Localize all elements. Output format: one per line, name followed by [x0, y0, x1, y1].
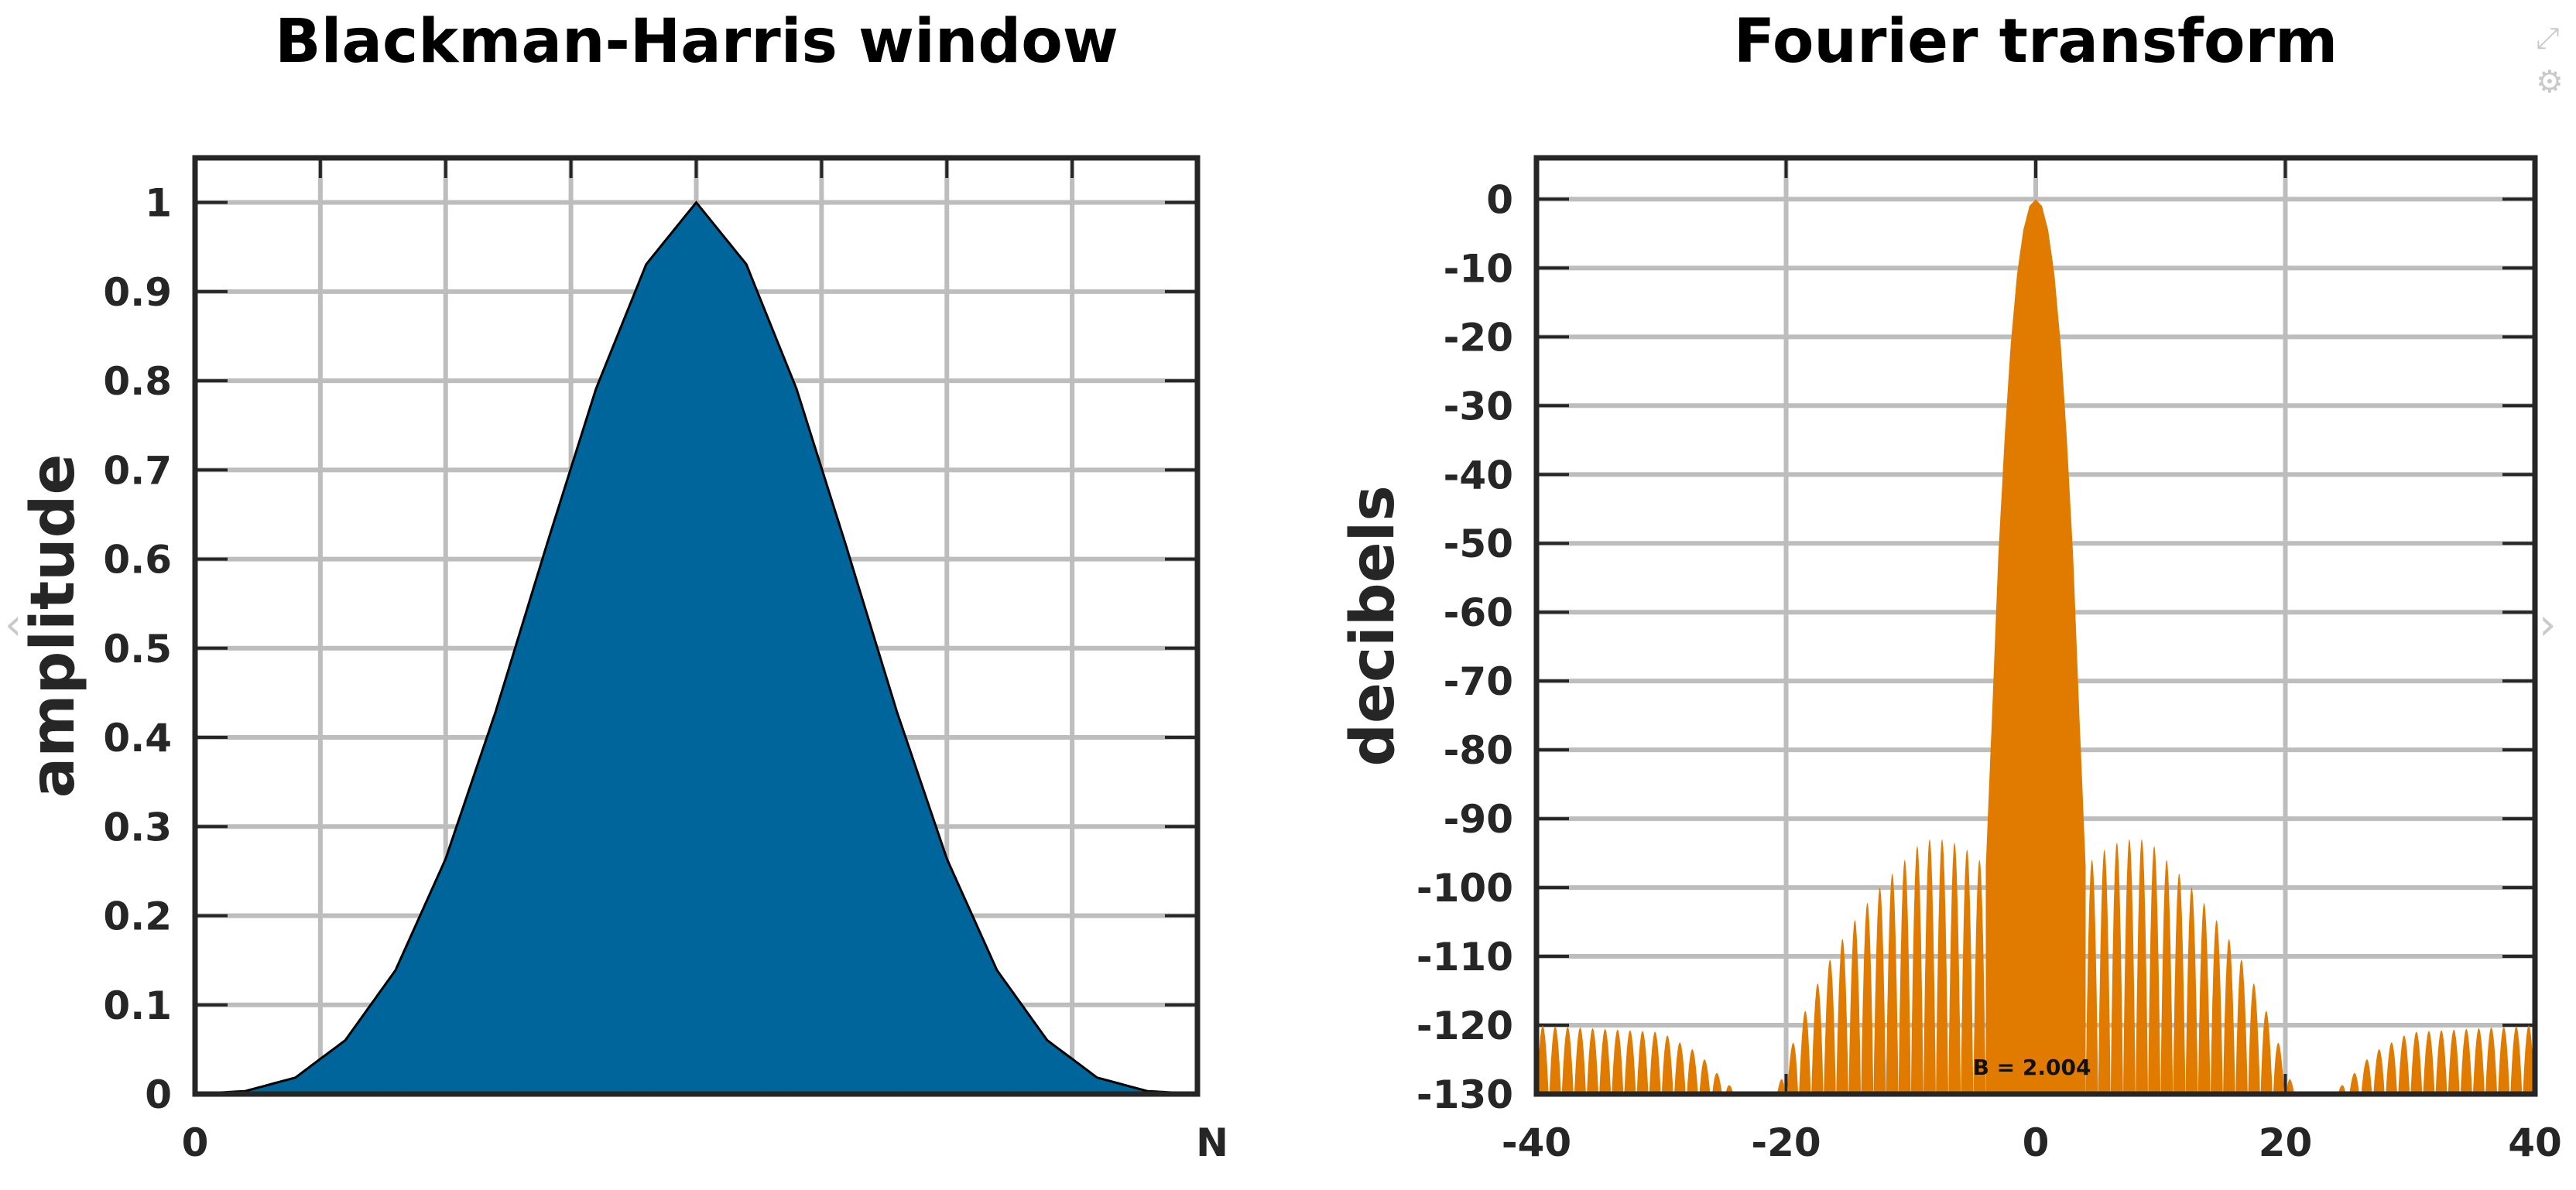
right-ytick-label: -30 — [1444, 384, 1513, 429]
left-window-area — [195, 202, 1197, 1095]
right-bandwidth-annotation: B = 2.004 — [1973, 1055, 2091, 1080]
left-ytick-label: 0.7 — [103, 448, 172, 493]
left-xtick-label: N — [1196, 1120, 1228, 1165]
right-xtick-label: -40 — [1502, 1120, 1571, 1165]
right-ytick-label: -80 — [1444, 728, 1513, 773]
left-ytick-label: 0.3 — [103, 805, 172, 850]
right-ytick-label: -90 — [1444, 797, 1513, 842]
right-ytick-label: 0 — [1486, 177, 1513, 222]
left-ytick-label: 0.5 — [103, 627, 172, 672]
next-arrow-icon[interactable]: › — [2539, 600, 2557, 650]
settings-icon[interactable]: ⚙ — [2536, 64, 2564, 100]
left-plot-frame — [192, 155, 1201, 1097]
right-ytick-label: -120 — [1416, 1004, 1513, 1048]
right-xtick-label: 0 — [2023, 1120, 2050, 1165]
left-window-line — [194, 200, 1198, 1096]
left-xtick-label: 0 — [182, 1120, 209, 1165]
right-plot-frame — [1533, 155, 2538, 1097]
left-ytick-label: 0.4 — [103, 716, 172, 761]
right-chart-title: Fourier transform — [1734, 7, 2338, 77]
right-sidelobes-right — [2085, 839, 2535, 1094]
right-ytick-label: -100 — [1416, 866, 1513, 911]
right-xtick-label: 20 — [2259, 1120, 2313, 1165]
right-ytick-label: -20 — [1444, 315, 1513, 360]
left-ytick-label: 0 — [145, 1072, 172, 1117]
left-ytick-label: 0.9 — [103, 270, 172, 315]
left-ytick-label: 0.1 — [103, 983, 172, 1028]
left-ytick-label: 0.6 — [103, 538, 172, 583]
prev-arrow-icon[interactable]: ‹ — [5, 600, 22, 650]
right-y-axis-label: decibels — [1338, 485, 1408, 767]
right-main-lobe — [1985, 199, 2086, 1094]
left-ytick-label: 0.8 — [103, 359, 172, 404]
right-ytick-label: -40 — [1444, 453, 1513, 498]
left-chart-title: Blackman-Harris window — [275, 7, 1118, 77]
right-sidelobes-left — [1536, 839, 1986, 1094]
right-ytick-label: -110 — [1416, 935, 1513, 980]
right-ytick-label: -70 — [1444, 659, 1513, 704]
left-y-axis-label: amplitude — [19, 454, 88, 798]
right-xtick-label: 40 — [2508, 1120, 2562, 1165]
left-ytick-label: 1 — [145, 181, 172, 226]
right-xtick-label: -20 — [1751, 1120, 1821, 1165]
left-ytick-label: 0.2 — [103, 894, 172, 939]
right-spectrum-group — [1536, 199, 2535, 1094]
right-ytick-label: -50 — [1444, 521, 1513, 566]
expand-icon[interactable]: ⤢ — [2536, 21, 2560, 55]
right-ytick-label: -60 — [1444, 590, 1513, 635]
right-ytick-label: -130 — [1416, 1072, 1513, 1117]
right-ytick-label: -10 — [1444, 246, 1513, 291]
